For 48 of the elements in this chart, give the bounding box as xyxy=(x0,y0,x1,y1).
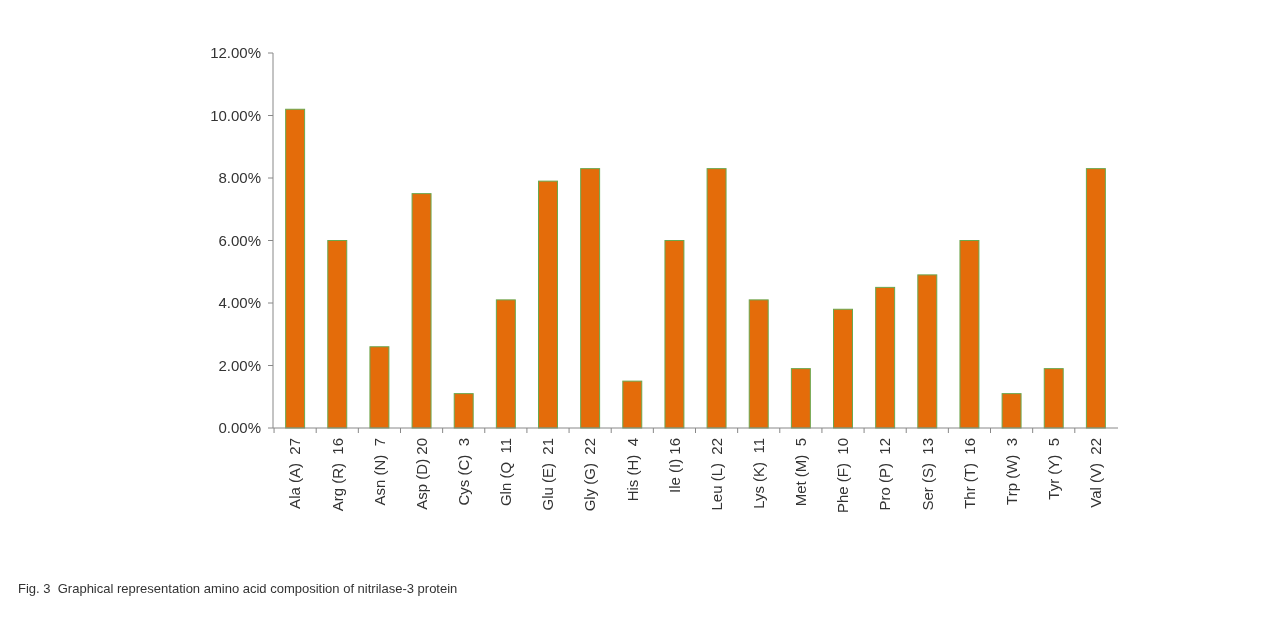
bar xyxy=(327,240,348,429)
x-tick-label: Ile (I) 16 xyxy=(665,438,683,494)
bar xyxy=(495,299,516,429)
x-tick-label: Tyr (Y) 5 xyxy=(1044,438,1062,500)
bar xyxy=(748,299,769,429)
bar xyxy=(959,240,980,429)
bar xyxy=(285,108,306,429)
x-tick-label: Ser (S) 13 xyxy=(918,438,936,511)
x-tick-label: Gly (G) 22 xyxy=(581,438,599,512)
x-tick-label: Asn (N) 7 xyxy=(370,438,388,506)
y-tick-label: 4.00% xyxy=(218,294,261,312)
caption: Fig. 3 Graphical representation amino acid composition of nitrilase-3 protein xyxy=(18,581,458,596)
bar xyxy=(833,308,853,429)
bar xyxy=(580,168,601,429)
y-tick-label: 2.00% xyxy=(218,356,261,374)
bar xyxy=(411,193,432,429)
bar xyxy=(706,168,727,429)
x-tick-label: Val (V) 22 xyxy=(1087,438,1105,508)
bar xyxy=(664,240,685,429)
x-tick-label: Gln (Q 11 xyxy=(497,438,515,507)
y-tick-label: 8.00% xyxy=(218,169,261,187)
x-tick-label: His (H) 4 xyxy=(623,438,641,502)
x-tick-label: Asp (D) 20 xyxy=(412,438,430,510)
x-tick-label: Lys (K) 11 xyxy=(749,438,767,509)
y-tick-label: 12.00% xyxy=(210,44,261,62)
bar xyxy=(1043,368,1064,429)
bar xyxy=(622,380,643,429)
y-tick-label: 10.00% xyxy=(210,106,261,124)
x-tick-label: Pro (P) 12 xyxy=(876,438,894,511)
y-tick-label: 0.00% xyxy=(218,419,261,437)
bar xyxy=(369,346,390,429)
bar xyxy=(917,274,938,429)
x-tick-label: Trp (W) 3 xyxy=(1002,438,1020,505)
x-tick-label: Met (M) 5 xyxy=(792,438,810,507)
bar xyxy=(453,393,474,429)
x-tick-label: Cys (C) 3 xyxy=(454,438,472,506)
bar xyxy=(790,368,811,429)
bar xyxy=(538,180,558,429)
x-tick-label: Glu (E) 21 xyxy=(539,438,557,511)
bar xyxy=(1001,393,1022,429)
x-tick-label: Arg (R) 16 xyxy=(328,438,346,512)
x-tick-label: Ala (A) 27 xyxy=(286,438,304,509)
bar xyxy=(875,286,896,429)
x-tick-label: Phe (F) 10 xyxy=(834,438,852,514)
y-tick-label: 6.00% xyxy=(218,231,261,249)
bar xyxy=(1085,168,1106,429)
x-tick-label: Thr (T) 16 xyxy=(960,438,978,509)
x-tick-label: Leu (L) 22 xyxy=(707,438,725,511)
